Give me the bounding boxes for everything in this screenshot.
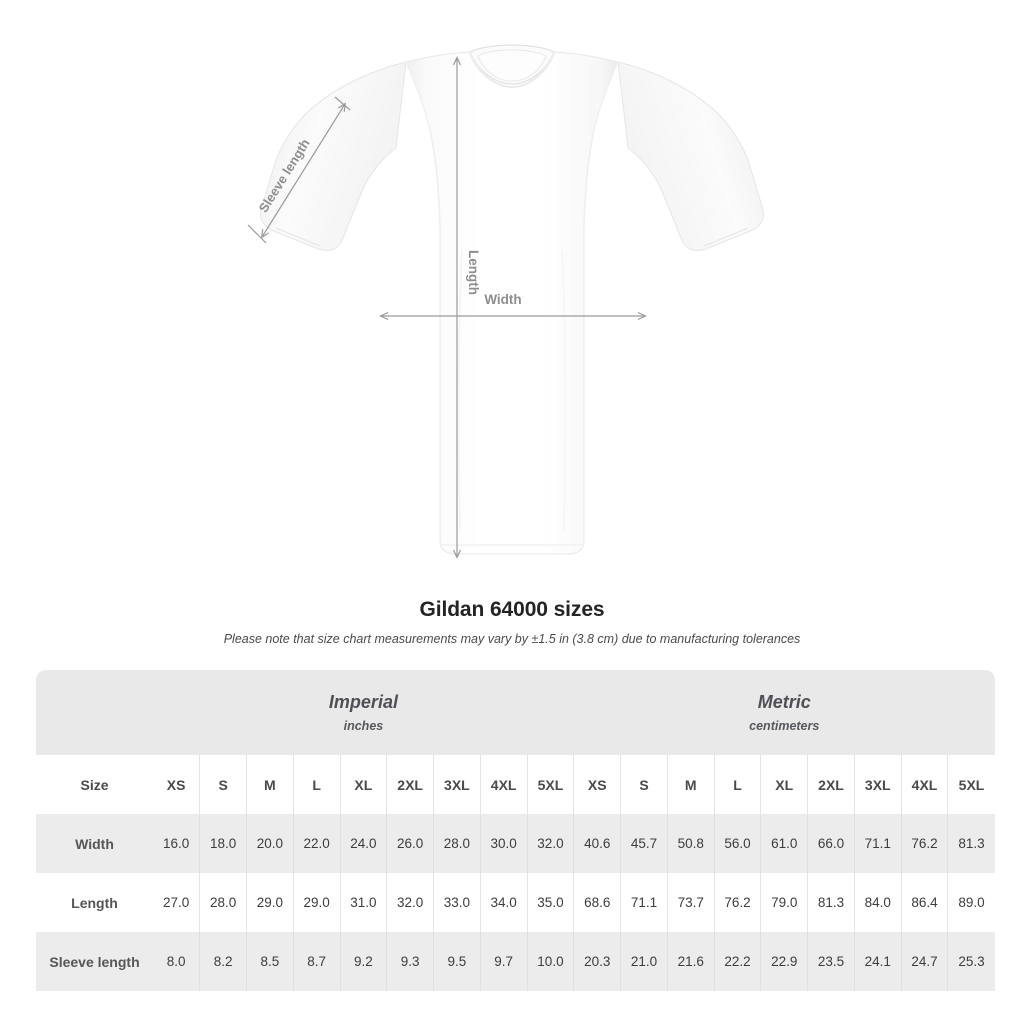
width-label: Width (484, 292, 521, 307)
measurement-cell: 27.0 (162, 895, 190, 910)
measurement-cell: 56.0 (713, 814, 761, 873)
measurement-cell: 26.0 (386, 814, 434, 873)
size-cell: 4XL (900, 755, 948, 814)
measurement-cell: 86.4 (900, 873, 948, 932)
unit-header-imperial: Imperial inches (153, 670, 574, 755)
row-header-width: Width (75, 835, 114, 852)
measurement-cell: 20.0 (246, 814, 294, 873)
size-cell: M (246, 755, 294, 814)
measurement-cell: 25.3 (947, 932, 995, 991)
size-cell: XL (760, 755, 808, 814)
measurement-cell: 73.7 (666, 873, 715, 932)
measurement-cell: 9.7 (479, 932, 527, 991)
tolerance-note: Please note that size chart measurements… (223, 632, 801, 646)
measurement-cell: 66.0 (807, 814, 855, 873)
measurement-cell: 28.0 (199, 873, 247, 932)
size-table-container: Imperial inches Metric centimeters Size … (36, 670, 995, 991)
measurement-cell: 84.0 (853, 873, 902, 932)
measurement-cell: 24.0 (339, 814, 387, 873)
table-row-length: Length 27.0 28.0 29.0 29.0 31.0 32.0 33.… (36, 873, 995, 932)
measurement-cell: 16.0 (162, 836, 190, 851)
measurement-cell: 20.3 (573, 932, 621, 991)
measurement-cell: 76.2 (900, 814, 948, 873)
measurement-cell: 29.0 (246, 873, 294, 932)
measurement-cell: 21.6 (666, 932, 715, 991)
size-cell: M (666, 755, 715, 814)
measurement-cell: 8.0 (166, 954, 186, 969)
measurement-cell: 28.0 (433, 814, 481, 873)
measurement-cell: 33.0 (433, 873, 481, 932)
measurement-cell: 9.5 (433, 932, 481, 991)
measurement-cell: 8.7 (292, 932, 340, 991)
row-header-length: Length (71, 894, 118, 911)
measurement-cell: 79.0 (760, 873, 808, 932)
size-table: Imperial inches Metric centimeters Size … (36, 670, 995, 991)
imperial-subtitle: inches (343, 718, 384, 733)
measurement-cell: 81.3 (947, 814, 995, 873)
size-cell: 5XL (947, 755, 995, 814)
measurement-cell: 71.1 (853, 814, 902, 873)
size-cell: L (713, 755, 761, 814)
size-cell: XL (339, 755, 387, 814)
unit-header-metric: Metric centimeters (573, 670, 995, 755)
tshirt-measurement-diagram: Length Width Sleeve length (247, 44, 764, 585)
size-cell: S (620, 755, 668, 814)
page-title: Gildan 64000 sizes (419, 598, 605, 621)
size-cell: XS (166, 776, 186, 793)
size-cell: 2XL (807, 755, 855, 814)
measurement-cell: 45.7 (620, 814, 668, 873)
measurement-cell: 8.2 (199, 932, 247, 991)
table-row-size: Size XS S M L XL 2XL 3XL 4XL 5XL XS S M … (36, 755, 995, 814)
chart-heading: Gildan 64000 sizes Please note that size… (0, 598, 1024, 646)
metric-title: Metric (757, 692, 811, 713)
measurement-cell: 30.0 (479, 814, 527, 873)
row-header-size: Size (80, 776, 109, 793)
length-label: Length (466, 250, 481, 295)
size-cell: 2XL (386, 755, 434, 814)
measurement-cell: 24.1 (853, 932, 902, 991)
size-cell: 3XL (433, 755, 481, 814)
measurement-cell: 9.2 (339, 932, 387, 991)
measurement-cell: 61.0 (760, 814, 808, 873)
sleeve-length-dimension (247, 96, 351, 244)
measurement-cell: 50.8 (666, 814, 715, 873)
measurement-cell: 22.0 (292, 814, 340, 873)
measurement-cell: 32.0 (386, 873, 434, 932)
measurement-cell: 9.3 (386, 932, 434, 991)
unit-header-spacer (36, 670, 153, 755)
table-row-width: Width 16.0 18.0 20.0 22.0 24.0 26.0 28.0… (36, 814, 995, 873)
measurement-cell: 8.5 (246, 932, 294, 991)
row-header-sleeve-length: Sleeve length (49, 953, 140, 970)
size-cell: 3XL (853, 755, 902, 814)
measurement-cell: 21.0 (620, 932, 668, 991)
measurement-cell: 10.0 (526, 932, 574, 991)
size-cell: S (199, 755, 247, 814)
unit-system-header-row: Imperial inches Metric centimeters (36, 670, 995, 755)
measurement-cell: 24.7 (900, 932, 948, 991)
measurement-cell: 31.0 (339, 873, 387, 932)
measurement-cell: 18.0 (199, 814, 247, 873)
imperial-title: Imperial (328, 692, 398, 713)
size-cell: XS (573, 755, 621, 814)
measurement-cell: 23.5 (807, 932, 855, 991)
size-cell: 5XL (526, 755, 574, 814)
measurement-cell: 34.0 (479, 873, 527, 932)
measurement-cell: 32.0 (526, 814, 574, 873)
measurement-cell: 22.2 (713, 932, 761, 991)
metric-subtitle: centimeters (749, 718, 820, 733)
table-row-sleeve-length: Sleeve length 8.0 8.2 8.5 8.7 9.2 9.3 9.… (36, 932, 995, 991)
measurement-cell: 22.9 (760, 932, 808, 991)
measurement-cell: 71.1 (620, 873, 668, 932)
measurement-cell: 89.0 (947, 873, 995, 932)
size-cell: 4XL (479, 755, 527, 814)
measurement-cell: 40.6 (573, 814, 621, 873)
measurement-cell: 76.2 (713, 873, 761, 932)
measurement-cell: 35.0 (526, 873, 574, 932)
measurement-cell: 68.6 (573, 873, 621, 932)
size-cell: L (292, 755, 340, 814)
measurement-cell: 29.0 (292, 873, 340, 932)
measurement-cell: 81.3 (807, 873, 855, 932)
